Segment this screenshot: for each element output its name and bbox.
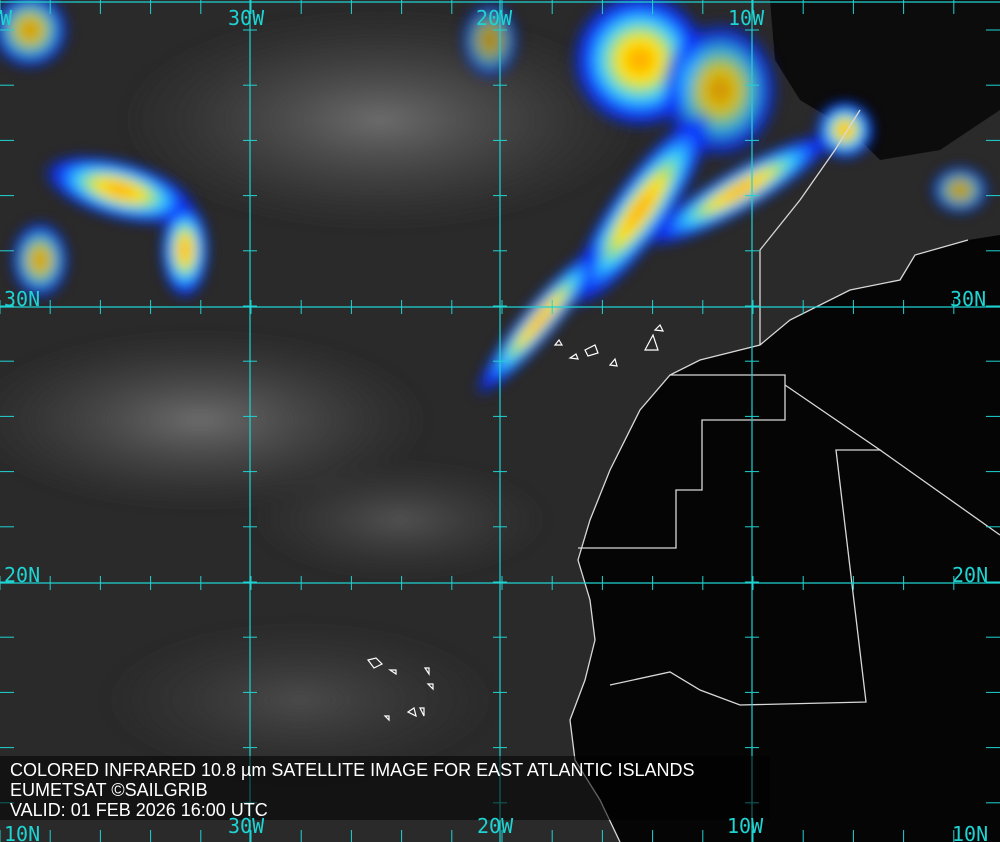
lon-label-bottom-20w: 20W [477,814,514,838]
caption-title: COLORED INFRARED 10.8 µm SATELLITE IMAGE… [10,760,695,780]
islands [366,323,665,722]
lon-label-top-30w: 30W [228,6,265,30]
lon-label-top-20w: 20W [476,6,513,30]
caption-background [0,756,770,820]
coastline [569,239,969,842]
land-iberia [770,0,1000,160]
caption-source: EUMETSAT ©SAILGRIB [10,780,208,800]
lon-label-bottom-10w: 10W [727,814,764,838]
lon-label-top-10w: 10W [728,6,765,30]
caption-valid-time: VALID: 01 FEB 2026 16:00 UTC [10,800,268,820]
canary-islands [553,323,665,367]
border-mali-algeria [879,449,1000,536]
cloud-bands [0,0,990,398]
coast-morocco [759,109,861,345]
lat-label-left-10n: 10N [4,822,41,842]
borders [569,109,1000,842]
lon-label-top-40w: W [0,6,13,30]
lon-label-bottom-30w: 30W [228,814,265,838]
lat-label-right-10n: 10N [952,822,989,842]
lat-label-left-20n: 20N [4,563,41,587]
land-africa [570,235,1000,842]
cape-verde-islands [366,657,434,722]
border-mauritania [609,384,883,706]
lat-label-right-30n: 30N [950,287,987,311]
lat-label-right-20n: 20N [952,563,989,587]
border-western-sahara [578,374,786,549]
lat-label-left-30n: 30N [4,287,41,311]
